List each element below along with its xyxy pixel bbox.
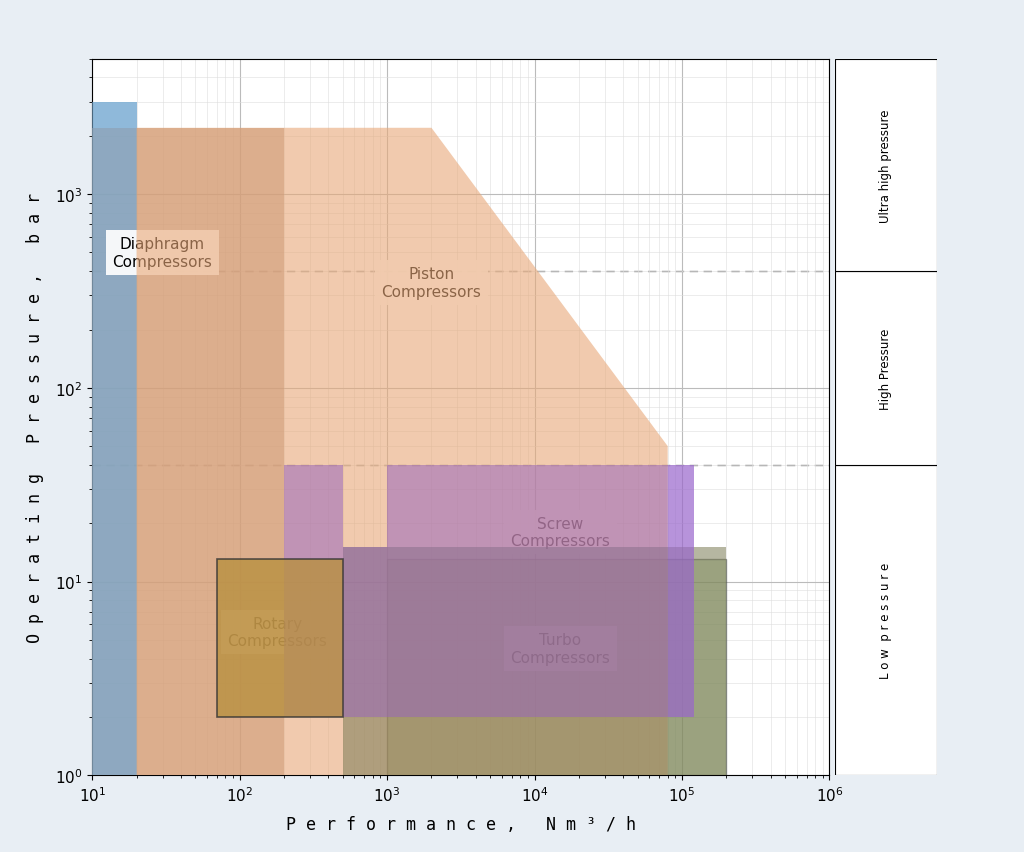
Text: Turbo
Compressors: Turbo Compressors [511,633,610,665]
Y-axis label: O p e r a t i n g   P r e s s u r e ,   b a r: O p e r a t i n g P r e s s u r e , b a … [26,193,44,642]
Text: L o w  p r e s s u r e: L o w p r e s s u r e [880,562,892,678]
Bar [92,102,136,775]
Polygon shape [136,129,668,775]
Text: High Pressure: High Pressure [880,328,892,409]
Text: Piston
Compressors: Piston Compressors [382,267,481,299]
Bar [668,465,693,717]
Text: Screw
Compressors: Screw Compressors [511,516,610,549]
Bar [92,102,136,775]
Polygon shape [343,548,726,775]
Text: Diaphragm
Compressors: Diaphragm Compressors [113,237,212,269]
Bar [835,465,937,775]
Bar [835,60,937,272]
Text: Ultra high pressure: Ultra high pressure [880,109,892,222]
Text: Rotary
Compressors: Rotary Compressors [227,616,328,648]
Bar [387,560,726,775]
Bar [217,560,343,717]
Bar [835,272,937,465]
Polygon shape [92,129,284,775]
Polygon shape [284,465,343,717]
Polygon shape [343,465,668,717]
X-axis label: P e r f o r m a n c e ,   N m ³ / h: P e r f o r m a n c e , N m ³ / h [286,815,636,832]
